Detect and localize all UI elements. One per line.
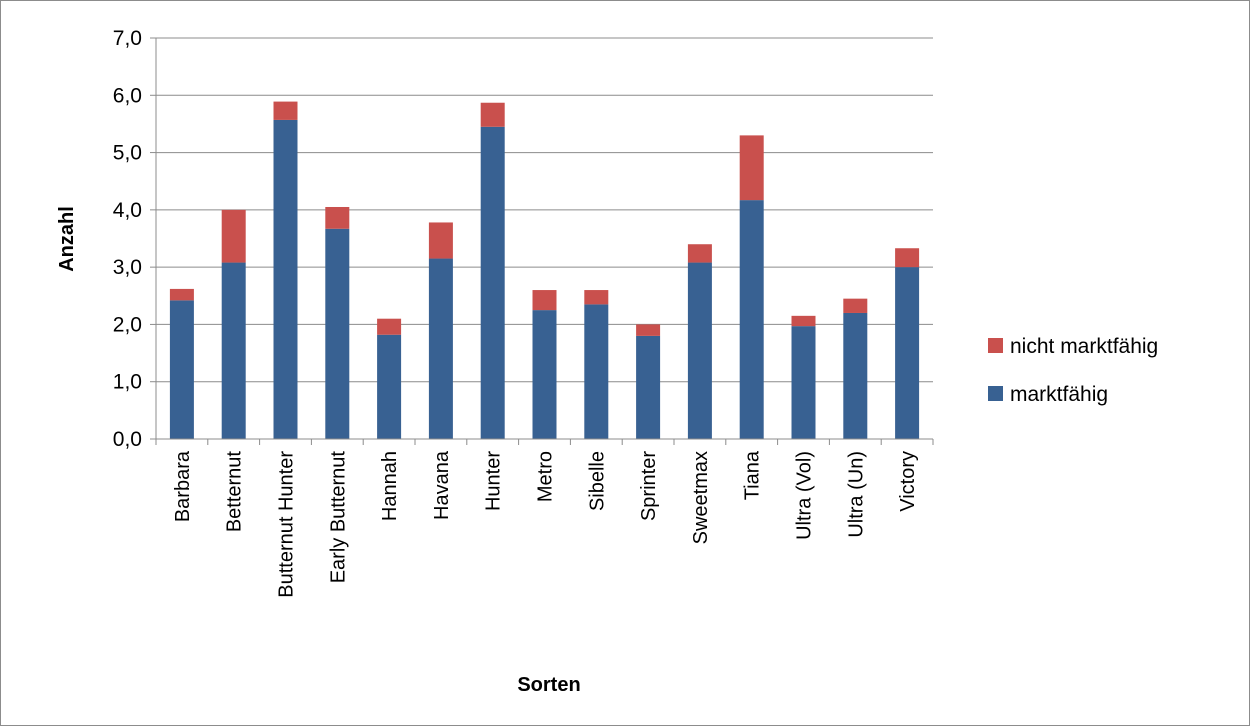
x-tick-label: Sweetmax [690,451,712,544]
legend-label: nicht marktfähig [1010,335,1158,358]
bar-segment [843,312,868,439]
x-tick-label: Butternut Hunter [276,451,298,598]
bar-segment [843,298,868,313]
x-tick-label: Victory [897,451,919,512]
bar-segment [532,310,557,439]
legend: nicht marktfähig marktfähig [988,335,1158,406]
bar-segment [636,335,661,439]
legend-label: marktfähig [1010,383,1108,406]
bar-segment [221,262,246,439]
x-axis-title: Sorten [517,674,580,696]
bar-segment [739,135,764,201]
y-tick-label: 2,0 [113,313,142,336]
bar-segment [895,267,920,439]
bar-segment [480,126,505,440]
legend-swatch [988,386,1003,401]
bar-segment [791,326,816,439]
y-tick-label: 5,0 [113,142,142,165]
bars [169,101,920,440]
bar-segment [273,119,298,439]
bar-segment [532,290,557,311]
x-tick-label: Early Butternut [327,451,349,584]
legend-swatch [988,338,1003,353]
x-tick-label: Sprinter [638,451,660,521]
bar-segment [273,101,298,120]
bar-segment [739,200,764,439]
x-tick-label: Sibelle [586,451,608,511]
bar-segment [325,228,350,439]
x-tick-label: Betternut [224,451,246,533]
bar-segment [584,290,609,305]
bar-segment [221,209,246,263]
x-tick-label: Ultra (Vol) [794,451,816,540]
bar-segment [169,288,194,301]
bar-segment [325,206,350,229]
y-tick-label: 7,0 [113,27,142,50]
y-tick-label: 0,0 [113,428,142,451]
x-tick-label: Ultra (Un) [845,451,867,538]
y-tick-label: 3,0 [113,256,142,279]
axes [155,38,934,445]
y-tick-label: 1,0 [113,371,142,394]
bar-segment [791,315,816,327]
x-tick-labels: Barbara Betternut Butternut Hunter Early Bu… [172,450,919,598]
bar-segment [169,300,194,439]
y-tick-label: 4,0 [113,199,142,222]
bar-segment [687,244,712,263]
bar-segment [428,222,453,259]
x-tick-label: Hannah [379,451,401,521]
y-tick-labels: 0,0 1,0 2,0 3,0 4,0 5,0 6,0 7,0 [113,27,142,451]
bar-segment [428,258,453,439]
bar-segment [377,318,402,335]
x-tick-label: Hunter [483,451,505,511]
x-tick-label: Metro [535,451,557,502]
x-tick-label: Havana [431,450,453,520]
y-tick-label: 6,0 [113,84,142,107]
x-tick-label: Tiana [742,450,764,500]
y-axis-title: Anzahl [56,206,78,272]
bar-segment [687,262,712,439]
bar-segment [480,102,505,127]
bar-segment [377,334,402,439]
bar-segment [636,324,661,336]
x-tick-label: Barbara [172,450,194,522]
bar-segment [895,248,920,268]
bar-segment [584,304,609,439]
